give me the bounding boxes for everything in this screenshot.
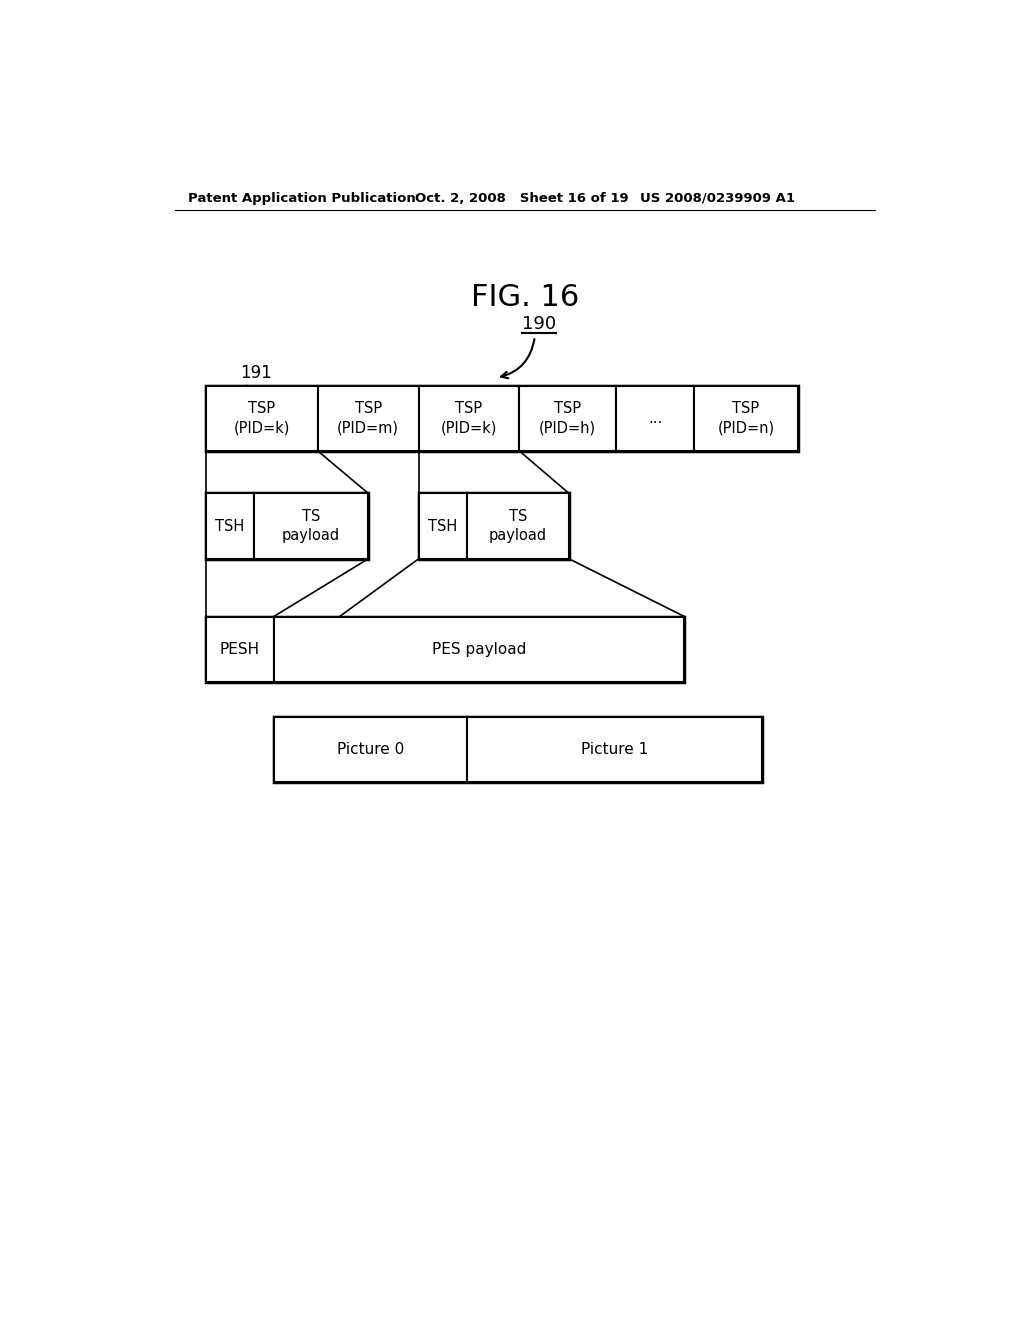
Text: FIG. 16: FIG. 16 <box>471 282 579 312</box>
Bar <box>206 385 317 451</box>
Bar <box>419 494 569 558</box>
Bar <box>206 385 799 451</box>
Text: PES payload: PES payload <box>432 642 526 657</box>
Text: 190: 190 <box>521 315 556 333</box>
Text: Patent Application Publication: Patent Application Publication <box>188 191 416 205</box>
Text: TSP
(PID=m): TSP (PID=m) <box>337 401 399 436</box>
Bar <box>273 717 467 781</box>
Bar <box>206 616 273 682</box>
FancyArrowPatch shape <box>501 339 535 379</box>
Text: TSH: TSH <box>215 519 244 533</box>
Text: Oct. 2, 2008   Sheet 16 of 19: Oct. 2, 2008 Sheet 16 of 19 <box>415 191 629 205</box>
Bar <box>273 616 684 682</box>
Text: TS
payload: TS payload <box>488 510 547 543</box>
Bar <box>273 717 762 781</box>
Text: PESH: PESH <box>219 642 260 657</box>
Bar <box>616 385 693 451</box>
Text: Picture 0: Picture 0 <box>337 742 404 756</box>
Text: TSP
(PID=h): TSP (PID=h) <box>540 401 596 436</box>
Text: TSH: TSH <box>428 519 458 533</box>
Text: TSP
(PID=k): TSP (PID=k) <box>440 401 498 436</box>
Text: TSP
(PID=k): TSP (PID=k) <box>233 401 290 436</box>
Bar <box>206 494 254 558</box>
Text: 191: 191 <box>241 364 272 381</box>
Bar <box>254 494 369 558</box>
Text: TS
payload: TS payload <box>282 510 340 543</box>
Bar <box>206 616 684 682</box>
Bar <box>419 494 467 558</box>
Bar <box>317 385 419 451</box>
Text: ...: ... <box>648 411 663 426</box>
Text: TSP
(PID=n): TSP (PID=n) <box>718 401 774 436</box>
Bar <box>693 385 799 451</box>
Bar <box>206 494 369 558</box>
Text: US 2008/0239909 A1: US 2008/0239909 A1 <box>640 191 795 205</box>
Text: Picture 1: Picture 1 <box>581 742 648 756</box>
Bar <box>419 385 519 451</box>
Bar <box>467 717 762 781</box>
Bar <box>467 494 569 558</box>
Bar <box>519 385 616 451</box>
